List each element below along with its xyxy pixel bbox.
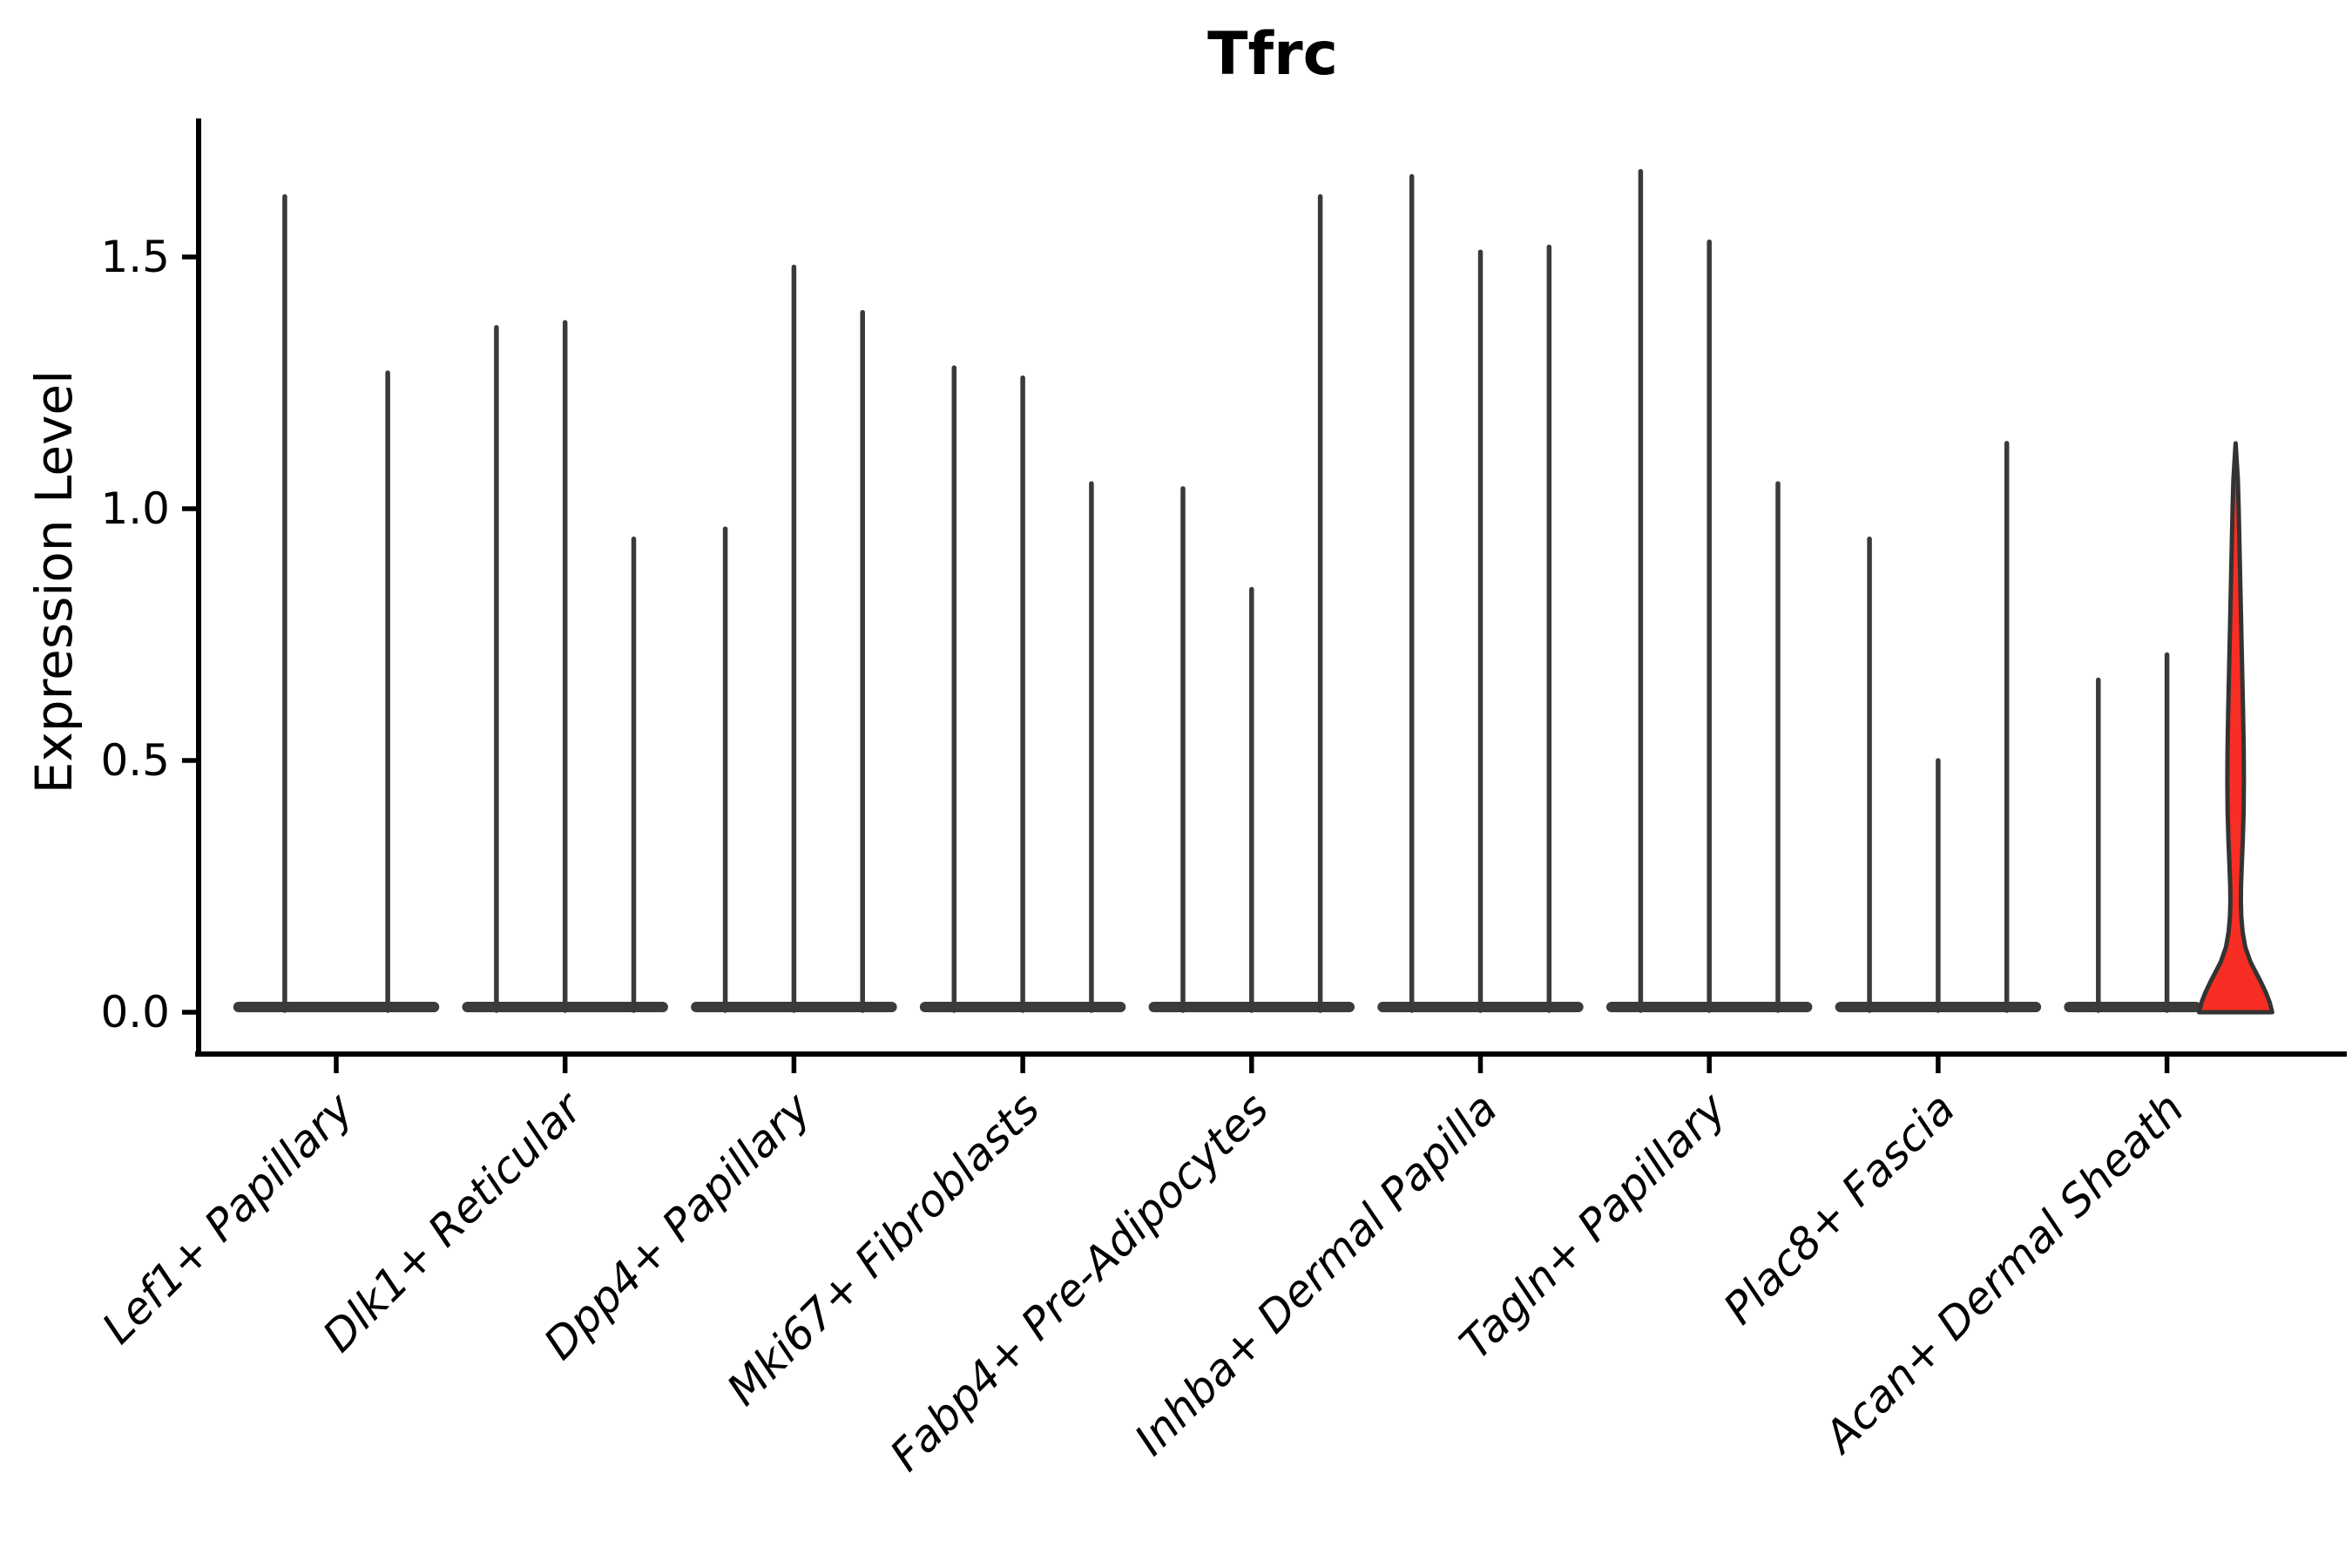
violin-base — [233, 1002, 440, 1012]
violin-base — [2064, 1002, 2202, 1012]
y-tick-label: 0.5 — [100, 735, 170, 786]
x-tick-label: Inhba+ Dermal Papilla — [1125, 1083, 1507, 1464]
y-axis-label: Expression Level — [24, 369, 84, 794]
y-tick-label: 0.0 — [100, 987, 170, 1037]
x-tick-label: Acan+ Dermal Sheath — [1813, 1083, 2193, 1463]
y-tick-label: 1.5 — [100, 232, 170, 282]
violin-highlighted — [2196, 441, 2274, 1015]
plot-title: Tfrc — [1207, 20, 1338, 89]
x-tick-label: Lef1+ Papillary — [92, 1082, 363, 1353]
x-tick-label: Plac8+ Fascia — [1713, 1083, 1964, 1334]
y-tick-label: 1.0 — [100, 483, 170, 534]
x-tick-label: Fabp4+ Pre-Adipocytes — [881, 1083, 1279, 1481]
